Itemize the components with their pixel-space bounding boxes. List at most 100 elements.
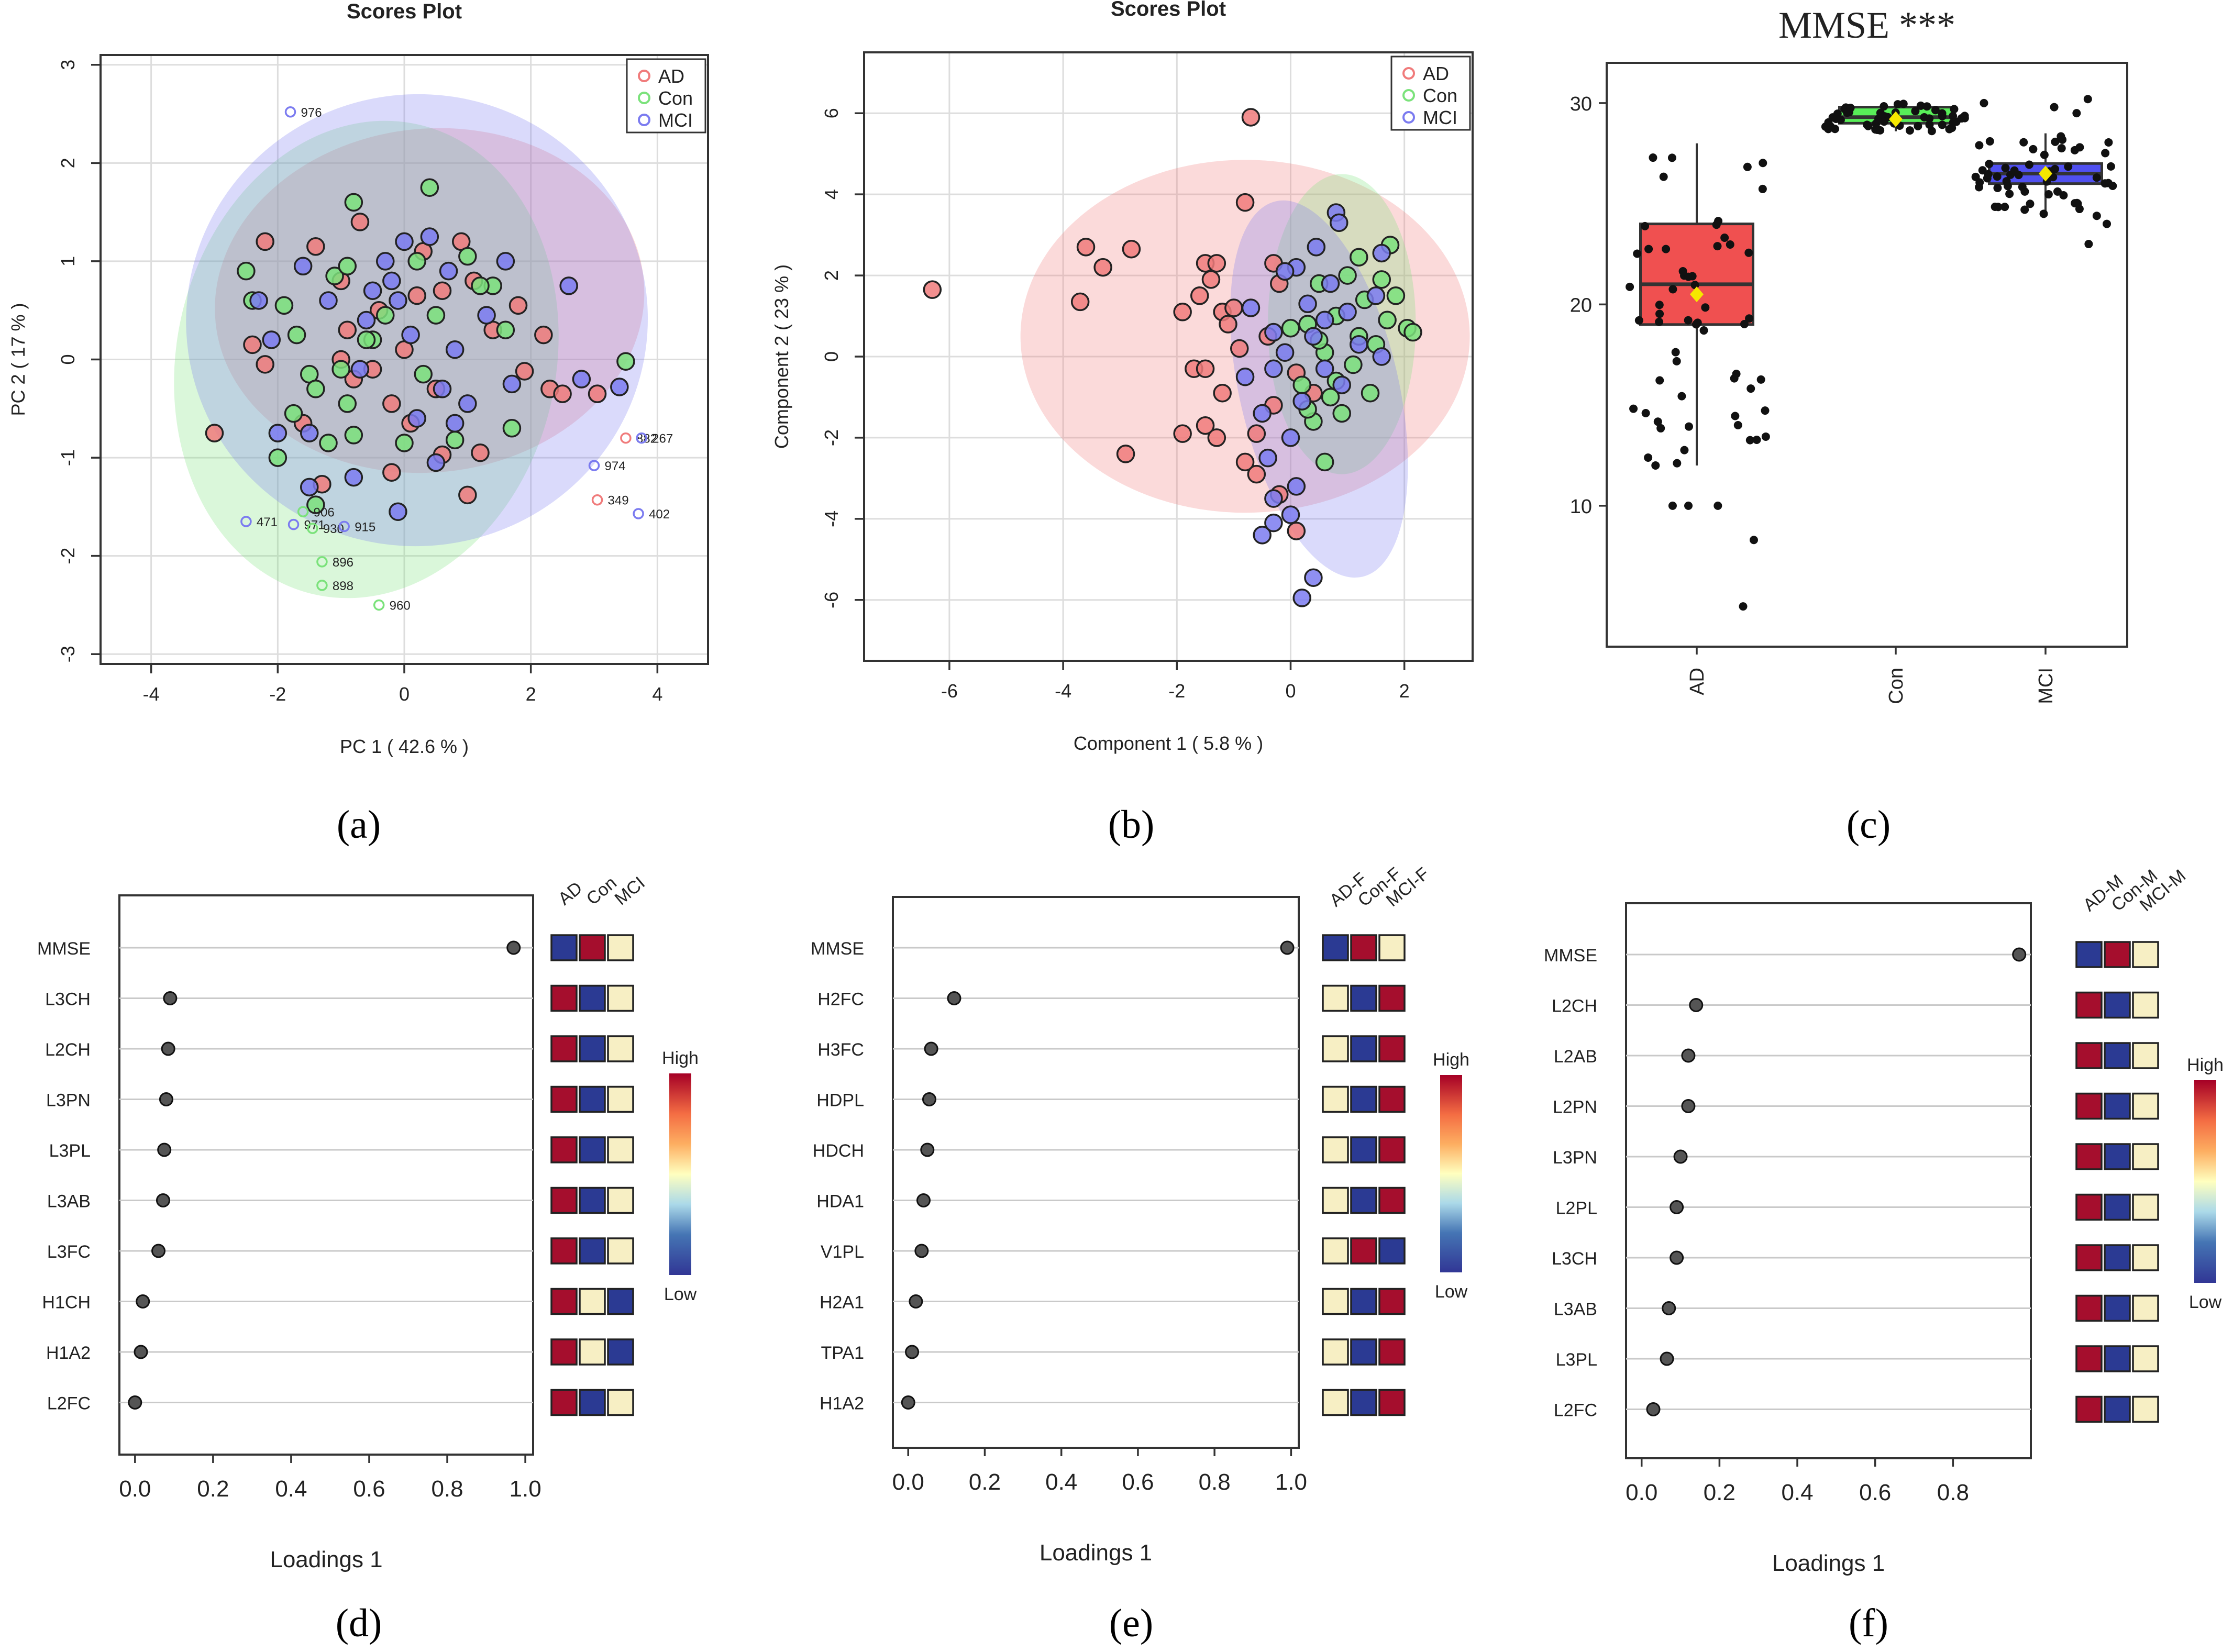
data-point bbox=[1076, 238, 1096, 257]
loading-point bbox=[901, 1395, 915, 1410]
group-label: MCI bbox=[611, 873, 649, 909]
data-point bbox=[1864, 121, 1873, 130]
data-point bbox=[2075, 143, 2084, 152]
y-axis-label: Component 2 ( 23 % ) bbox=[771, 264, 792, 449]
heatmap-cell bbox=[1378, 1136, 1406, 1163]
heatmap-cell bbox=[579, 1338, 606, 1366]
data-point bbox=[1224, 298, 1243, 317]
labeled-point bbox=[316, 580, 328, 591]
heatmap-cell bbox=[1322, 984, 1349, 1012]
loading-point bbox=[1670, 1250, 1684, 1265]
data-point bbox=[458, 485, 477, 505]
heatmap-cell bbox=[2104, 1143, 2131, 1170]
point-label: 896 bbox=[333, 556, 353, 570]
data-point bbox=[1361, 383, 1380, 403]
heatmap-cell bbox=[2104, 1244, 2131, 1271]
labeled-point bbox=[636, 432, 647, 444]
data-point bbox=[496, 320, 515, 339]
data-point bbox=[1287, 477, 1306, 496]
feature-label: L2FC bbox=[47, 1394, 91, 1414]
x-tick-label: 0.0 bbox=[1626, 1480, 1657, 1505]
x-tick-label: 1.0 bbox=[1275, 1469, 1307, 1495]
heatmap-cell bbox=[2075, 1294, 2103, 1322]
data-point bbox=[1321, 387, 1340, 407]
y-tick-label: -2 bbox=[57, 548, 79, 564]
x-tick-label: 0 bbox=[1285, 680, 1296, 702]
feature-label: L3CH bbox=[1552, 1249, 1597, 1269]
labeled-point bbox=[373, 599, 385, 611]
data-point bbox=[344, 193, 363, 212]
data-point bbox=[502, 419, 522, 438]
data-point bbox=[1938, 120, 1947, 129]
loading-point bbox=[2012, 947, 2027, 962]
x-tick-label: 0.6 bbox=[1859, 1480, 1891, 1505]
heatmap-cell bbox=[550, 1389, 578, 1416]
data-point bbox=[1662, 245, 1671, 253]
data-point bbox=[319, 434, 338, 452]
data-point bbox=[458, 247, 477, 266]
data-point bbox=[1991, 202, 1999, 211]
heatmap-cell bbox=[607, 1085, 634, 1113]
panel-label-e: (e) bbox=[1109, 1601, 1153, 1645]
heatmap-cell bbox=[2132, 1345, 2159, 1372]
x-tick-label: 0.2 bbox=[197, 1476, 229, 1502]
x-tick-label: 0.4 bbox=[1781, 1480, 1813, 1505]
heatmap-cell bbox=[2104, 1193, 2131, 1221]
x-tick-label: 0.2 bbox=[1704, 1480, 1735, 1505]
y-tick-label: 0 bbox=[57, 354, 79, 364]
heatmap-cell bbox=[2132, 1244, 2159, 1271]
loading-point bbox=[151, 1244, 166, 1258]
data-point bbox=[1253, 526, 1272, 545]
data-point bbox=[306, 495, 325, 514]
data-point bbox=[1655, 317, 1664, 326]
data-point bbox=[1350, 248, 1368, 267]
data-point bbox=[923, 280, 942, 299]
color-scale-low-label: Low bbox=[1435, 1282, 1468, 1302]
data-point bbox=[274, 296, 294, 315]
feature-label: L2PN bbox=[1553, 1097, 1597, 1117]
heatmap-cell bbox=[579, 1288, 606, 1315]
data-point bbox=[376, 306, 395, 325]
data-point bbox=[1315, 311, 1334, 330]
data-point bbox=[395, 434, 414, 452]
heatmap-cell bbox=[1322, 1035, 1349, 1062]
data-point bbox=[471, 443, 490, 462]
loading-point bbox=[134, 1345, 148, 1359]
outlier-point bbox=[2103, 219, 2112, 228]
heatmap-cell bbox=[607, 984, 634, 1012]
color-scale-bar bbox=[1440, 1075, 1462, 1272]
mmse-box-plot: 10 20 30 AD Con MCI MMSE *** bbox=[1570, 4, 2128, 704]
loading-point bbox=[1689, 998, 1704, 1012]
data-point bbox=[1641, 221, 1650, 230]
data-point bbox=[1993, 184, 2002, 193]
data-point bbox=[1905, 126, 1914, 135]
y-tick-label: -1 bbox=[57, 449, 79, 466]
data-point bbox=[1985, 137, 1994, 146]
chart-title: Scores Plot bbox=[1111, 0, 1226, 20]
feature-label: H1A2 bbox=[46, 1343, 91, 1363]
data-point bbox=[1685, 422, 1694, 431]
data-point bbox=[1893, 100, 1902, 109]
heatmap-cell bbox=[2075, 1395, 2103, 1423]
point-label: 915 bbox=[355, 520, 375, 534]
feature-label: L3PN bbox=[46, 1091, 91, 1111]
data-point bbox=[382, 394, 401, 413]
heatmap-cell bbox=[2132, 1092, 2159, 1120]
loading-point bbox=[916, 1193, 931, 1207]
data-point bbox=[1366, 286, 1386, 305]
data-point bbox=[1745, 314, 1754, 323]
data-point bbox=[610, 378, 629, 396]
data-point bbox=[1916, 101, 1925, 110]
data-point bbox=[1960, 114, 1969, 123]
data-point bbox=[1247, 464, 1266, 484]
data-point bbox=[1264, 513, 1283, 533]
x-tick-label: 0.8 bbox=[1199, 1469, 1231, 1495]
x-tick-label: -4 bbox=[143, 683, 160, 705]
loading-point bbox=[156, 1193, 170, 1207]
data-point bbox=[420, 227, 439, 246]
x-tick-label: -2 bbox=[269, 683, 286, 705]
panel-label-f: (f) bbox=[1849, 1601, 1888, 1645]
loading-point bbox=[506, 940, 521, 955]
loading-point bbox=[909, 1294, 923, 1309]
data-point bbox=[1330, 213, 1348, 232]
